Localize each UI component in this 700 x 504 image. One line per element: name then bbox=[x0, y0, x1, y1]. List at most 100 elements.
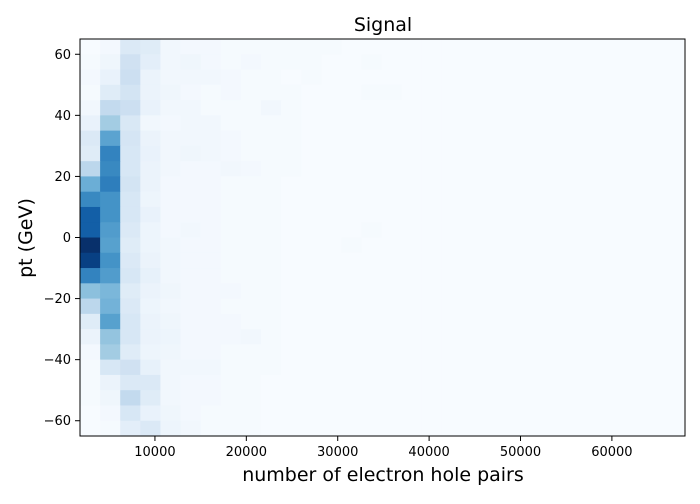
heatmap-cell bbox=[441, 69, 463, 86]
heatmap-cell bbox=[562, 405, 584, 422]
heatmap-cell bbox=[401, 283, 423, 300]
heatmap-cell bbox=[522, 84, 544, 101]
heatmap-cell bbox=[622, 405, 644, 422]
heatmap-cell bbox=[502, 359, 523, 376]
heatmap-cell bbox=[361, 405, 383, 422]
heatmap-cell bbox=[240, 191, 262, 208]
heatmap-cell bbox=[381, 252, 403, 269]
heatmap-cell bbox=[421, 390, 443, 407]
heatmap-cell bbox=[401, 84, 423, 101]
heatmap-cell bbox=[582, 54, 604, 71]
heatmap-cell bbox=[441, 374, 463, 391]
chart-title: Signal bbox=[354, 14, 412, 36]
heatmap-cell bbox=[582, 313, 604, 330]
heatmap-cell bbox=[462, 420, 483, 437]
heatmap-cell bbox=[522, 344, 544, 361]
heatmap-cell bbox=[240, 69, 262, 86]
y-tick-label: 40 bbox=[54, 109, 71, 124]
heatmap-cell bbox=[522, 222, 544, 239]
heatmap-cell bbox=[542, 313, 564, 330]
heatmap-cell bbox=[160, 283, 182, 300]
heatmap-cell bbox=[582, 222, 604, 239]
heatmap-cell bbox=[240, 237, 262, 254]
heatmap-cell bbox=[180, 84, 202, 101]
heatmap-cell bbox=[160, 100, 182, 116]
heatmap-cell bbox=[80, 69, 101, 86]
heatmap-cell bbox=[80, 313, 101, 330]
heatmap-cell bbox=[321, 100, 342, 116]
heatmap-cell bbox=[522, 329, 544, 345]
heatmap-cell bbox=[582, 115, 604, 132]
heatmap-cell bbox=[180, 115, 202, 132]
heatmap-cell bbox=[120, 84, 141, 101]
heatmap-cell bbox=[240, 405, 262, 422]
heatmap-cell bbox=[120, 390, 141, 407]
heatmap-cell bbox=[321, 115, 342, 132]
heatmap-cell bbox=[622, 130, 644, 147]
heatmap-cell bbox=[80, 84, 101, 101]
heatmap-cell bbox=[220, 237, 242, 254]
heatmap-cell bbox=[301, 237, 322, 254]
heatmap-cell bbox=[240, 54, 262, 71]
heatmap-cell bbox=[301, 252, 322, 269]
heatmap-cell bbox=[120, 268, 141, 284]
heatmap-cell bbox=[542, 84, 564, 101]
x-axis: 10000 20000 30000 40000 50000 60000 bbox=[134, 436, 633, 460]
heatmap-cell bbox=[220, 252, 242, 269]
y-axis: 60 40 20 0 −20 −40 −60 bbox=[44, 48, 80, 429]
heatmap-cell bbox=[160, 39, 182, 55]
heatmap-cell bbox=[200, 191, 222, 208]
heatmap-cell bbox=[502, 222, 523, 239]
heatmap-cell bbox=[120, 374, 141, 391]
heatmap-cell bbox=[301, 344, 322, 361]
heatmap-cell bbox=[381, 405, 403, 422]
heatmap-cell bbox=[301, 69, 322, 86]
heatmap-cell bbox=[663, 222, 684, 239]
heatmap-cell bbox=[602, 329, 624, 345]
heatmap-cell bbox=[140, 115, 162, 132]
heatmap-cell bbox=[482, 268, 503, 284]
heatmap-cell bbox=[582, 344, 604, 361]
heatmap-cell bbox=[642, 145, 664, 162]
heatmap-cell bbox=[160, 359, 182, 376]
heatmap-cell bbox=[462, 39, 483, 55]
heatmap-cell bbox=[522, 405, 544, 422]
heatmap-cell bbox=[260, 268, 282, 284]
heatmap-cell bbox=[562, 130, 584, 147]
heatmap-cell bbox=[281, 54, 302, 71]
heatmap-cell bbox=[502, 130, 523, 147]
heatmap-cell bbox=[642, 69, 664, 86]
heatmap-cell bbox=[381, 176, 403, 193]
y-tick-label: 20 bbox=[54, 170, 71, 185]
heatmap-cell bbox=[663, 191, 684, 208]
x-tick-label: 10000 bbox=[134, 445, 175, 460]
heatmap-cell bbox=[140, 420, 162, 437]
heatmap-cell bbox=[220, 100, 242, 116]
heatmap-cell bbox=[341, 176, 363, 193]
heatmap-cell bbox=[522, 161, 544, 178]
y-axis-label: pt (GeV) bbox=[15, 198, 37, 278]
heatmap-cell bbox=[281, 313, 302, 330]
heatmap-cell bbox=[622, 84, 644, 101]
heatmap-cell bbox=[341, 69, 363, 86]
heatmap-cell bbox=[220, 191, 242, 208]
heatmap-cell bbox=[160, 176, 182, 193]
heatmap-cell bbox=[160, 268, 182, 284]
heatmap-cell bbox=[140, 222, 162, 239]
heatmap-cell bbox=[120, 222, 141, 239]
heatmap-cell bbox=[220, 206, 242, 223]
heatmap-cell bbox=[80, 161, 101, 178]
heatmap-cell bbox=[562, 222, 584, 239]
heatmap-cell bbox=[100, 252, 121, 269]
heatmap-cell bbox=[120, 252, 141, 269]
heatmap-cell bbox=[462, 390, 483, 407]
heatmap-cell bbox=[502, 405, 523, 422]
heatmap-cell bbox=[502, 298, 523, 315]
heatmap-cell bbox=[240, 39, 262, 55]
heatmap-cell bbox=[341, 222, 363, 239]
heatmap-cell bbox=[462, 206, 483, 223]
heatmap-cell bbox=[562, 390, 584, 407]
heatmap-cell bbox=[281, 283, 302, 300]
heatmap-cell bbox=[562, 298, 584, 315]
heatmap-cell bbox=[321, 161, 342, 178]
